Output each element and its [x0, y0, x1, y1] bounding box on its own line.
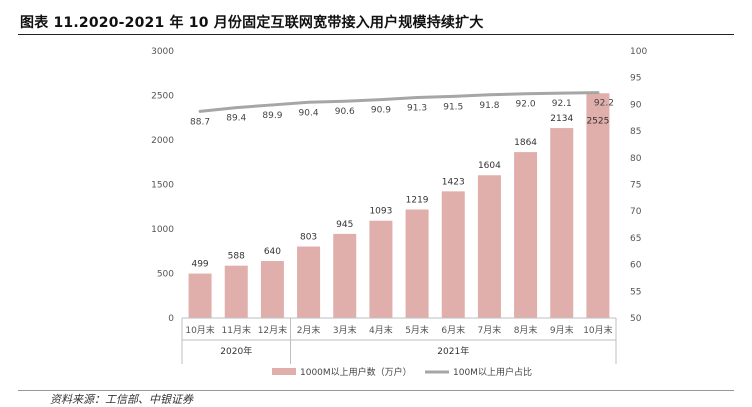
x-tick-label: 4月末	[369, 324, 393, 336]
bar-value-label: 803	[300, 233, 317, 243]
y-left-tick-label: 1000	[151, 225, 174, 235]
line-value-label: 89.9	[262, 111, 282, 121]
y-right-tick-label: 90	[630, 100, 642, 110]
bar-value-label: 1864	[514, 138, 537, 148]
bar-value-label: 2525	[586, 116, 609, 126]
y-left-tick-label: 2500	[151, 92, 174, 102]
bar	[224, 265, 248, 318]
x-tick-label: 3月末	[333, 324, 357, 336]
x-tick-label: 10月末	[583, 324, 612, 336]
bar-value-label: 1219	[406, 196, 429, 206]
bar-value-label: 1604	[478, 161, 501, 171]
y-right-tick-label: 50	[630, 314, 642, 324]
line-series: 88.7 89.4 89.9 90.4 90.6 90.9 91.3 91.5 91.8 92.0…	[190, 91, 614, 127]
x-tick-label: 2月末	[297, 324, 321, 336]
bar-value-label: 1093	[369, 207, 392, 217]
y-right-tick-label: 80	[630, 154, 642, 164]
series-line	[198, 91, 600, 113]
line-value-label: 92.0	[516, 100, 536, 110]
bar	[550, 128, 574, 318]
x-tick-label: 5月末	[405, 324, 429, 336]
x-tick-label: 10月末	[185, 324, 214, 336]
bar	[297, 246, 321, 318]
y-right-tick-label: 85	[630, 127, 641, 137]
title-divider	[18, 34, 734, 35]
x-tick-label: 9月末	[550, 324, 574, 336]
y-left-tick-label: 1500	[151, 181, 174, 191]
line-value-label: 88.7	[190, 117, 210, 127]
bar	[188, 273, 212, 318]
line-value-label: 90.6	[335, 107, 355, 117]
legend-label: 1000M以上用户数（万户）	[300, 366, 412, 378]
bar-value-label: 945	[336, 220, 353, 230]
bar	[477, 175, 501, 318]
bar	[369, 220, 393, 318]
bar-value-label: 2134	[550, 114, 573, 124]
x-axis: 10月末 11月末 12月末 2月末 3月末 4月末 5月末 6月末 7月末 8月末 9月末 10月末…	[181, 317, 617, 364]
line-value-label: 91.3	[407, 103, 427, 113]
bar	[441, 191, 465, 318]
x-group-label: 2020年	[220, 345, 252, 357]
legend-swatch-bar	[272, 368, 296, 375]
y-left-tick-label: 2000	[151, 136, 174, 146]
source-note: 资料来源：工信部、中银证券	[50, 393, 193, 406]
x-group-label: 2021年	[437, 345, 469, 357]
source-divider	[18, 390, 734, 391]
y-right-tick-label: 100	[630, 47, 647, 57]
bar-series: 499 588 640 803 945 1093 1219 1423 1604 1864 2134 2…	[188, 93, 610, 319]
bar-value-label: 499	[191, 260, 208, 270]
x-tick-label: 11月末	[222, 324, 251, 336]
line-value-label: 90.9	[371, 106, 391, 116]
bar-value-label: 1423	[442, 177, 465, 187]
x-tick-label: 6月末	[441, 324, 465, 336]
bar	[586, 93, 610, 319]
y-right-tick-label: 70	[630, 207, 642, 217]
bar-value-label: 640	[264, 247, 281, 257]
line-value-label: 90.4	[299, 108, 319, 118]
line-value-label: 91.8	[479, 101, 499, 111]
y-left-tick-label: 3000	[151, 47, 174, 57]
y-left-tick-label: 500	[157, 270, 174, 280]
bar	[405, 209, 429, 318]
bar	[260, 261, 284, 318]
y-right-tick-label: 95	[630, 74, 641, 84]
y-right-tick-label: 75	[630, 181, 641, 191]
chart-title: 图表 11.2020-2021 年 10 月份固定互联网宽带接入用户规模持续扩大	[20, 15, 484, 31]
y-right-tick-label: 60	[630, 261, 642, 271]
legend: 1000M以上用户数（万户） 100M以上用户占比	[272, 366, 532, 378]
line-value-label: 92.2	[594, 99, 614, 109]
bar	[333, 233, 357, 318]
y-right-tick-label: 55	[630, 287, 641, 297]
x-tick-label: 8月末	[514, 324, 538, 336]
line-value-label: 92.1	[552, 99, 572, 109]
legend-label: 100M以上用户占比	[453, 366, 532, 378]
line-value-label: 91.5	[443, 102, 463, 112]
x-tick-label: 7月末	[478, 324, 502, 336]
bar	[514, 152, 538, 318]
chart-axes: 0 500 1000 1500 2000 2500 3000 50 55 60 65 70 75 80 85…	[151, 47, 647, 324]
y-left-tick-label: 0	[168, 314, 174, 324]
x-tick-label: 12月末	[258, 324, 287, 336]
bar-value-label: 588	[228, 252, 245, 262]
y-right-tick-label: 65	[630, 234, 641, 244]
line-value-label: 89.4	[226, 114, 246, 124]
